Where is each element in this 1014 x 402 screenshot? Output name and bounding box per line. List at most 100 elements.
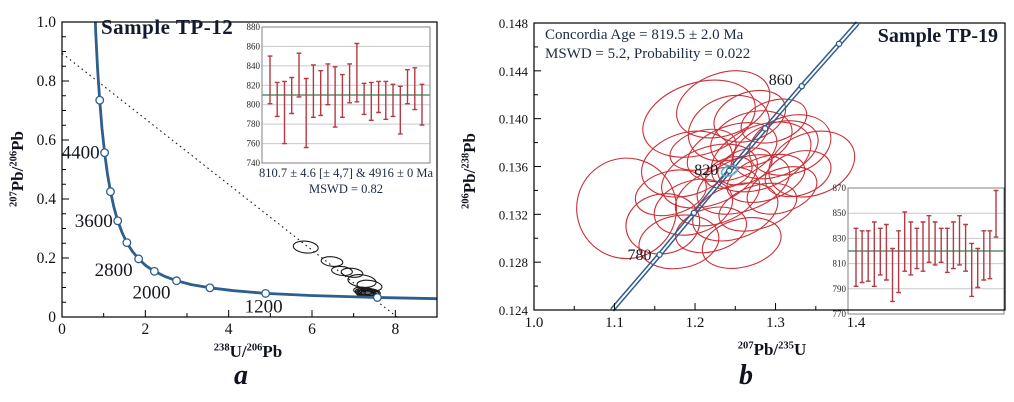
svg-text:3600: 3600 [75,211,113,232]
panel-b-plot: 780 820 860 1.0 1.1 1.2 1.3 1.4 0.124 0.128 0.132 0… [499,16,1006,331]
panel-b-x-axis-label: 207Pb/235U [672,340,872,360]
svg-text:820: 820 [247,80,261,90]
panel-a-ylabel-sup2: 206 [8,150,20,167]
svg-text:2: 2 [141,321,149,338]
svg-text:8: 8 [391,321,399,338]
svg-text:850: 850 [833,208,847,218]
age-labels: 780 820 860 [628,72,793,264]
ellipse-cluster-core [360,290,374,296]
svg-text:800: 800 [247,100,261,110]
svg-text:0.4: 0.4 [37,191,57,208]
panel-b-concordia-age-text: Concordia Age = 819.5 ± 2.0 Ma [545,27,744,43]
svg-text:0.148: 0.148 [499,16,528,31]
svg-text:1.0: 1.0 [37,14,57,31]
svg-text:2800: 2800 [95,260,133,281]
svg-text:1.2: 1.2 [686,315,705,331]
svg-text:780: 780 [628,247,652,264]
panel-b-xlabel-end: U [793,340,807,359]
svg-text:0.136: 0.136 [499,160,529,175]
plot-frame [533,22,1006,311]
svg-text:4400: 4400 [62,143,100,164]
svg-text:870: 870 [833,183,847,193]
svg-text:0.124: 0.124 [499,303,529,318]
panel-b-title: Sample TP-19 [877,25,998,47]
svg-text:0: 0 [58,321,66,338]
svg-text:0.128: 0.128 [499,255,528,270]
error-ellipses [292,240,383,299]
svg-text:790: 790 [833,284,847,294]
panel-b-ylabel-mid: Pb/ [460,168,479,194]
svg-text:0.144: 0.144 [499,64,529,79]
svg-text:1.3: 1.3 [766,315,785,331]
panel-b-xlabel-sup1: 207 [737,340,754,352]
axis-ticks [61,21,396,318]
concordia-age-ellipse [720,164,738,177]
inset-frame [847,187,1005,315]
axis-tick-labels: 0 2 4 6 8 0 0.2 0.4 0.6 0.8 1.0 [37,14,400,338]
concordia-age-markers [95,95,382,302]
concordia-curve [94,21,438,301]
svg-text:0: 0 [48,309,56,326]
svg-text:780: 780 [247,119,261,129]
panel-a-title: Sample TP-12 [101,15,234,39]
panel-a-letter: a [234,360,248,391]
inset-tick-labels: 770 790 810 830 850 870 [833,183,847,319]
svg-text:860: 860 [769,72,793,89]
svg-text:0.6: 0.6 [37,132,57,149]
panel-b-mswd-text: MSWD = 5.2, Probability = 0.022 [545,46,751,62]
inset-error-bars [853,189,999,303]
panel-a-y-axis-label: 207Pb/206Pb [8,94,30,244]
panel-b-ylabel-sup1: 206 [460,193,472,209]
inset-a-caption-line2: MSWD = 0.82 [308,182,384,196]
panel-b-letter: b [739,360,753,391]
svg-text:760: 760 [247,139,261,149]
axis-tick-labels: 1.0 1.1 1.2 1.3 1.4 0.124 0.128 0.132 0.136 0.140… [499,16,866,331]
svg-text:4: 4 [225,321,233,338]
svg-text:1.1: 1.1 [605,315,624,331]
inset-frame [261,26,431,164]
panel-b-xlabel-mid: Pb/ [753,340,779,359]
panel-a-x-axis-label: 238U/206Pb [148,342,348,362]
panel-b-xlabel-sup2: 235 [778,340,794,352]
svg-text:820: 820 [694,162,718,179]
panel-a-ylabel-mid: Pb/ [8,166,27,192]
plot-frame [61,21,438,318]
inset-tick-labels: 740 760 780 800 820 840 860 880 [247,22,261,168]
panel-a-xlabel-sup1: 238 [213,342,230,354]
svg-text:840: 840 [247,61,261,71]
svg-text:0.132: 0.132 [499,207,528,222]
inset-gridlines [262,45,430,145]
inset-weighted-mean-a: 740 760 780 800 820 840 860 880 [247,22,431,168]
inset-weighted-mean-b: 770 790 810 830 850 870 [833,183,1005,319]
inset-a-caption-line1: 810.7 ± 4.6 [± 4,7] & 4916 ± 0 Ma [258,166,434,180]
panel-a-xlabel-sup2: 206 [246,342,263,354]
svg-text:0.2: 0.2 [37,250,56,267]
inset-error-bars [267,42,425,149]
panel-b-ylabel-sup2: 238 [460,152,472,169]
svg-text:770: 770 [833,309,847,319]
panel-b-y-axis-label: 206Pb/238Pb [460,96,482,246]
panel-b-ylabel-end: Pb [460,133,479,153]
svg-text:1.0: 1.0 [525,315,544,331]
svg-text:830: 830 [833,233,847,243]
svg-text:810: 810 [833,259,847,269]
panel-a-ylabel-end: Pb [8,131,27,151]
svg-text:1.4: 1.4 [847,315,866,331]
svg-text:740: 740 [247,158,261,168]
svg-text:0.140: 0.140 [499,112,528,127]
svg-text:860: 860 [247,41,261,51]
error-ellipses [576,70,856,270]
svg-text:6: 6 [308,321,316,338]
svg-text:0.8: 0.8 [37,73,57,90]
panel-a-ylabel-sup1: 207 [8,191,20,207]
panel-a-xlabel-end: Pb [262,342,283,361]
svg-text:2000: 2000 [133,283,171,304]
svg-text:880: 880 [247,22,261,32]
panel-a-xlabel-mid: U/ [229,342,247,361]
svg-text:1200: 1200 [245,296,283,317]
concordia-age-markers [656,40,843,259]
